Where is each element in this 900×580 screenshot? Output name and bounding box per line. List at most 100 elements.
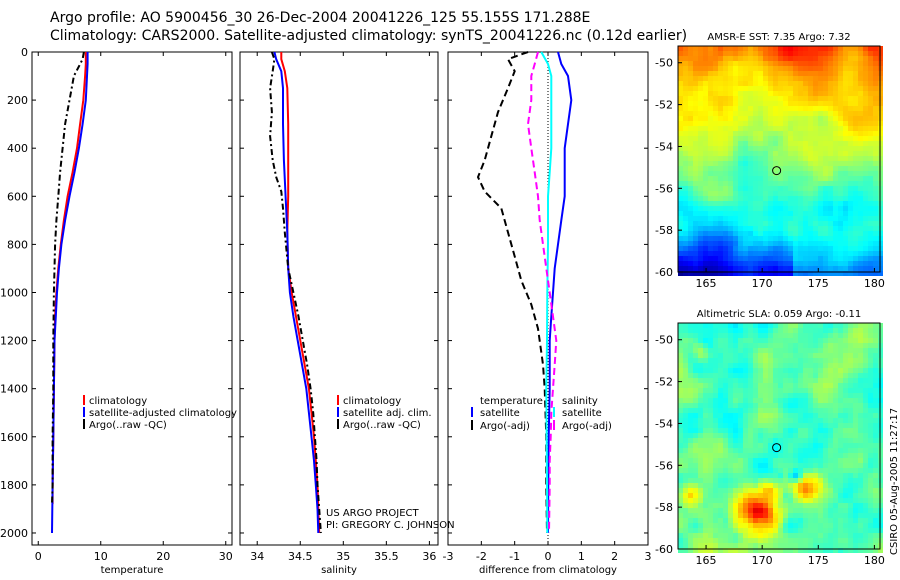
sla_map-cell: [733, 543, 738, 548]
sst_map-cell: [723, 166, 728, 171]
sst_map-cell: [738, 186, 743, 191]
sla_map-cell: [778, 363, 783, 368]
sst_map-cell: [678, 106, 683, 111]
sst_map-cell: [873, 66, 878, 71]
sla_map-cell: [683, 383, 688, 388]
sla_map-cell: [768, 323, 773, 328]
sst_map-cell: [733, 266, 738, 271]
sla_map-cell: [823, 413, 828, 418]
sla_map-cell: [818, 463, 823, 468]
sst_map-cell: [803, 236, 808, 241]
sla_map-cell: [678, 353, 683, 358]
sst_map-cell: [798, 171, 803, 176]
sla_map-cell: [713, 478, 718, 483]
sla_map-cell: [818, 358, 823, 363]
sst_map-cell: [863, 111, 868, 116]
sla_map-cell: [758, 413, 763, 418]
sla_map-cell: [738, 518, 743, 523]
sst_map-cell: [803, 176, 808, 181]
sla_map-cell: [858, 428, 863, 433]
sst_map-cell: [788, 191, 793, 196]
sla_map-cell: [803, 328, 808, 333]
sla_map-cell: [748, 433, 753, 438]
sst_map-cell: [708, 101, 713, 106]
sst_map-cell: [813, 146, 818, 151]
sst_map-cell: [763, 76, 768, 81]
sla_map-cell: [808, 508, 813, 513]
sst_map-cell: [833, 146, 838, 151]
sst_map-xtick-label: 165: [696, 277, 717, 290]
sst_map-cell: [788, 141, 793, 146]
sla_map-cell: [853, 548, 858, 553]
sla_map-cell: [863, 413, 868, 418]
sst_map-cell: [853, 101, 858, 106]
sst_map-cell: [748, 61, 753, 66]
sla_map-cell: [813, 383, 818, 388]
sst_map-cell: [868, 216, 873, 221]
sla_map-cell: [683, 518, 688, 523]
sla_map-cell: [838, 398, 843, 403]
sla_map-cell: [788, 523, 793, 528]
sst_map-cell: [843, 206, 848, 211]
sla_map-cell: [708, 343, 713, 348]
sst_map-cell: [848, 151, 853, 156]
sst_map-cell: [783, 191, 788, 196]
sst_map-cell: [818, 176, 823, 181]
sla_map-cell: [798, 433, 803, 438]
sla_map-cell: [833, 418, 838, 423]
sst_map-cell: [713, 126, 718, 131]
sst_map-cell: [688, 46, 693, 51]
sst_map-cell: [678, 51, 683, 56]
sla_map-cell: [783, 428, 788, 433]
sst_map-cell: [818, 81, 823, 86]
sla_map-cell: [853, 538, 858, 543]
sst_map-cell: [743, 221, 748, 226]
sst_map-cell: [678, 236, 683, 241]
sst_map-cell: [768, 126, 773, 131]
sla_map-cell: [683, 388, 688, 393]
sst_map-cell: [828, 151, 833, 156]
sla_map-cell: [808, 398, 813, 403]
sla_map-cell: [833, 508, 838, 513]
sla_map-cell: [678, 508, 683, 513]
salinity-xtick-label: 35: [336, 550, 350, 563]
sla_map-cell: [798, 448, 803, 453]
sla_map-cell: [688, 433, 693, 438]
sla_map-cell: [723, 483, 728, 488]
sst_map-cell: [843, 166, 848, 171]
sla_map-cell: [693, 408, 698, 413]
sst_map-cell: [838, 161, 843, 166]
sla_map-cell: [823, 523, 828, 528]
sst_map-cell: [748, 181, 753, 186]
sla_map-cell: [708, 428, 713, 433]
sla_map-cell: [843, 338, 848, 343]
sst_map-cell: [858, 236, 863, 241]
sst_map-cell: [853, 251, 858, 256]
sst_map-cell: [733, 216, 738, 221]
sla_map-cell: [783, 543, 788, 548]
sla_map-cell: [823, 493, 828, 498]
sla_map-cell: [828, 358, 833, 363]
sst_map-cell: [708, 176, 713, 181]
sst_map-cell: [848, 196, 853, 201]
sla_map-cell: [748, 393, 753, 398]
sla_map-cell: [828, 443, 833, 448]
sla_map-cell: [733, 338, 738, 343]
sst_map-cell: [698, 111, 703, 116]
sla_map-cell: [858, 358, 863, 363]
sla_map-cell: [728, 488, 733, 493]
sla_map-cell: [813, 518, 818, 523]
sst_map-cell: [813, 116, 818, 121]
sla_map-cell: [743, 443, 748, 448]
sla_map-cell: [758, 373, 763, 378]
sla_map-cell: [833, 338, 838, 343]
sla_map-cell: [678, 493, 683, 498]
sst_map-cell: [763, 121, 768, 126]
sla_map-cell: [703, 463, 708, 468]
sla_map-cell: [798, 363, 803, 368]
sst_map-cell: [868, 131, 873, 136]
sst_map-cell: [783, 71, 788, 76]
sla_map-cell: [853, 478, 858, 483]
sst_map-cell: [793, 241, 798, 246]
sla_map-cell: [683, 328, 688, 333]
